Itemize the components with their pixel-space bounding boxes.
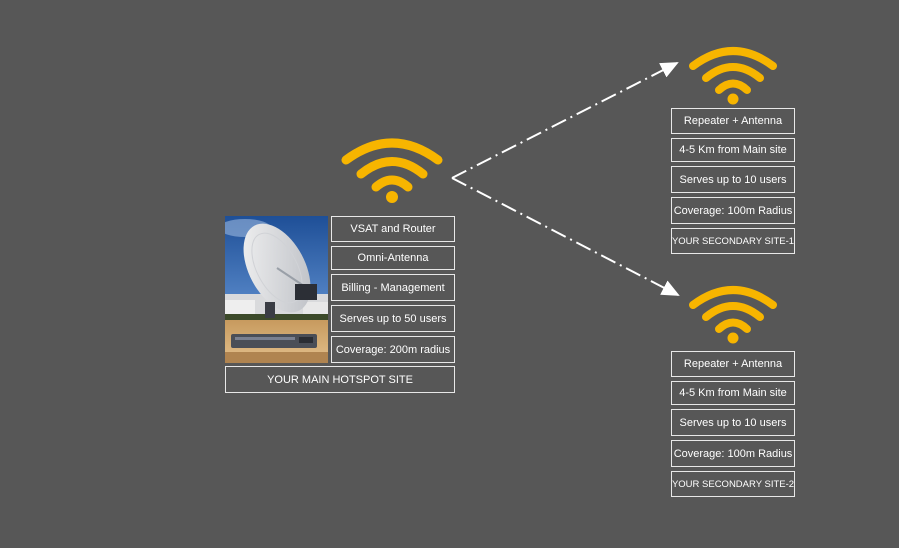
main-site-feature: Omni-Antenna [331,246,455,270]
wifi-icon [689,286,777,344]
main-site-feature: Serves up to 50 users [331,305,455,332]
satellite-dish-photo [225,216,328,363]
main-site-photo [225,216,328,363]
secondary-site-2-feature: Serves up to 10 users [671,409,795,436]
arrow-to-site-1 [451,62,679,179]
secondary-site-1-feature: Coverage: 100m Radius [671,197,795,224]
secondary-site-1-feature: 4-5 Km from Main site [671,138,795,162]
secondary-site-2-feature: 4-5 Km from Main site [671,381,795,405]
arrow-to-site-2 [451,177,680,296]
secondary-site-2-title: YOUR SECONDARY SITE-2 [671,471,795,497]
secondary-site-2-feature: Repeater + Antenna [671,351,795,377]
secondary-site-1-title: YOUR SECONDARY SITE-1 [671,228,795,254]
secondary-site-1-feature: Serves up to 10 users [671,166,795,193]
secondary-site-2-feature: Coverage: 100m Radius [671,440,795,467]
main-site-title: YOUR MAIN HOTSPOT SITE [225,366,455,393]
wifi-icon [689,47,777,105]
main-site-feature: Coverage: 200m radius [331,336,455,363]
main-site-feature: Billing - Management [331,274,455,301]
main-site-feature: VSAT and Router [331,216,455,242]
wifi-icon [341,138,443,203]
secondary-site-1-feature: Repeater + Antenna [671,108,795,134]
